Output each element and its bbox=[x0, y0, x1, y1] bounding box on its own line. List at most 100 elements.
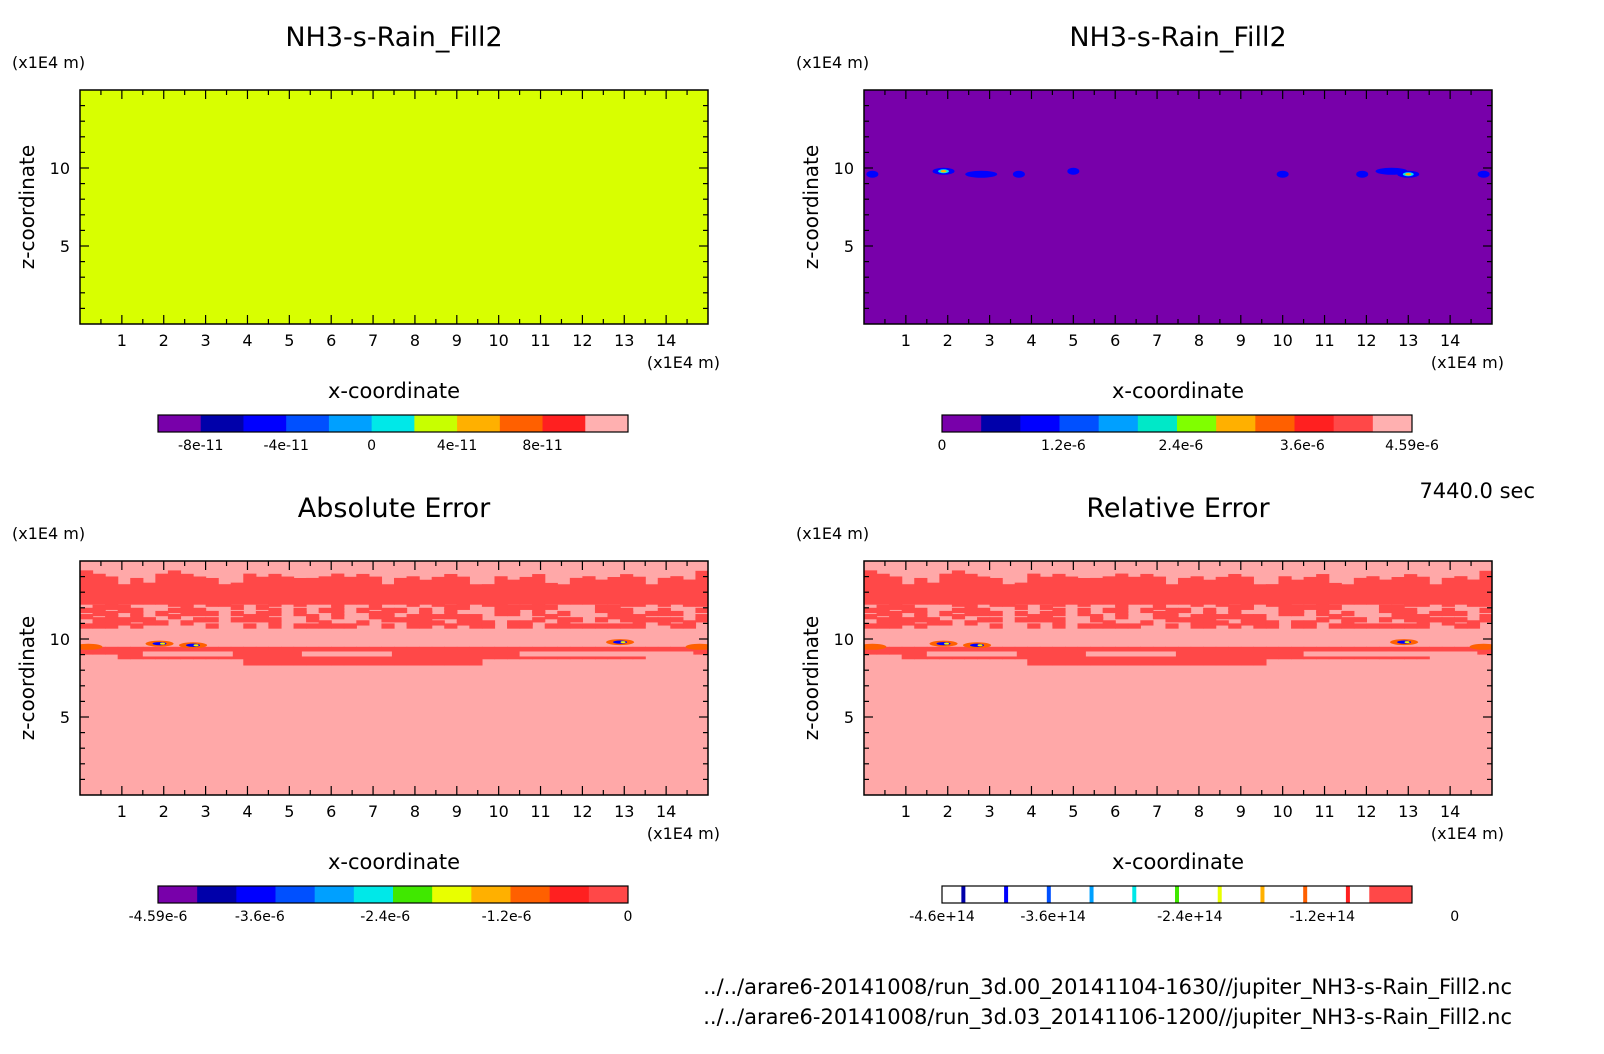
error-cell bbox=[557, 584, 571, 605]
band-gap bbox=[603, 651, 694, 657]
error-cell bbox=[1316, 574, 1330, 605]
error-spot-peak bbox=[944, 642, 950, 645]
error-cell bbox=[951, 570, 966, 605]
error-cell bbox=[926, 582, 940, 605]
error-cell bbox=[1240, 601, 1254, 607]
error-cell bbox=[964, 610, 978, 617]
error-cell bbox=[507, 610, 521, 617]
x-tick-label: 6 bbox=[1110, 331, 1120, 350]
x-tick-label: 8 bbox=[410, 331, 420, 350]
colorbar-line bbox=[1175, 886, 1179, 903]
error-cell bbox=[1190, 576, 1204, 605]
x-unit-label: (x1E4 m) bbox=[647, 353, 720, 372]
error-cell bbox=[394, 617, 408, 623]
x-tick-label: 14 bbox=[1440, 331, 1460, 350]
error-cell bbox=[507, 579, 521, 605]
error-cell bbox=[105, 617, 119, 623]
error-cell bbox=[92, 573, 106, 605]
plot-area bbox=[864, 561, 1492, 795]
error-cell bbox=[1215, 576, 1229, 605]
error-cell bbox=[1378, 579, 1393, 605]
error-cell bbox=[1291, 607, 1305, 614]
error-cell bbox=[1341, 623, 1355, 629]
error-cell bbox=[142, 582, 156, 605]
z-tick-label: 10 bbox=[834, 159, 854, 178]
error-cell bbox=[1303, 620, 1317, 626]
error-cell bbox=[1441, 620, 1455, 626]
x-tick-label: 7 bbox=[1152, 802, 1162, 821]
error-cell bbox=[544, 614, 558, 620]
error-cell bbox=[230, 582, 244, 605]
error-cell bbox=[1454, 646, 1468, 655]
error-cell bbox=[682, 620, 697, 626]
error-cell bbox=[105, 601, 119, 607]
error-cell bbox=[431, 576, 445, 605]
error-cell bbox=[230, 617, 244, 623]
band-gap bbox=[301, 651, 392, 657]
error-cell bbox=[105, 604, 119, 610]
error-cell bbox=[469, 623, 483, 629]
error-cell bbox=[92, 610, 106, 617]
colorbar-tick-label: -8e-11 bbox=[178, 438, 223, 454]
error-cell bbox=[632, 614, 646, 620]
x-tick-label: 1 bbox=[901, 802, 911, 821]
error-cell bbox=[1115, 604, 1129, 610]
error-cell bbox=[243, 623, 257, 629]
error-cell bbox=[155, 573, 169, 605]
error-cell bbox=[889, 610, 903, 617]
error-cell bbox=[1140, 573, 1154, 605]
error-cell bbox=[657, 617, 671, 623]
colorbar-segment bbox=[942, 415, 982, 432]
error-cell bbox=[494, 601, 508, 607]
colorbar-segment bbox=[471, 886, 511, 903]
error-cell bbox=[1115, 610, 1129, 617]
x-tick-label: 6 bbox=[1110, 802, 1120, 821]
error-cell bbox=[670, 610, 684, 617]
colorbar-tick-label: 0 bbox=[624, 909, 633, 925]
x-tick-label: 12 bbox=[572, 331, 592, 350]
colorbar-segment bbox=[158, 415, 202, 432]
error-cell bbox=[481, 620, 496, 626]
error-cell bbox=[1479, 601, 1492, 607]
error-cell bbox=[1479, 614, 1492, 620]
error-cell bbox=[1378, 604, 1393, 610]
error-cell bbox=[193, 617, 207, 623]
error-cell bbox=[92, 646, 106, 655]
x-tick-label: 13 bbox=[1398, 802, 1418, 821]
error-cell bbox=[105, 576, 119, 605]
x-tick-label: 4 bbox=[242, 802, 252, 821]
error-cell bbox=[230, 610, 244, 617]
error-cell bbox=[607, 610, 621, 617]
error-cell bbox=[1391, 610, 1405, 617]
error-cell bbox=[331, 614, 345, 620]
error-cell bbox=[130, 607, 144, 614]
error-cell bbox=[620, 574, 634, 605]
x-unit-label: (x1E4 m) bbox=[1431, 824, 1504, 843]
error-cell bbox=[1429, 610, 1443, 617]
error-cell bbox=[607, 576, 621, 605]
error-cell bbox=[180, 607, 194, 614]
error-cell bbox=[1404, 601, 1418, 607]
error-cell bbox=[356, 573, 370, 605]
error-cell bbox=[1278, 601, 1292, 607]
error-cell bbox=[1002, 584, 1016, 605]
error-cell bbox=[695, 617, 708, 623]
error-cell bbox=[1102, 576, 1116, 605]
error-cell bbox=[1228, 573, 1242, 605]
error-cell bbox=[1228, 607, 1242, 614]
error-cell bbox=[1454, 576, 1468, 605]
error-cell bbox=[130, 623, 144, 629]
error-cell bbox=[1416, 623, 1430, 629]
colorbar-segment bbox=[1059, 415, 1100, 432]
error-cell bbox=[1341, 617, 1355, 623]
error-cell bbox=[130, 610, 144, 617]
error-cell bbox=[406, 617, 420, 623]
error-cell bbox=[582, 576, 596, 605]
error-cell bbox=[1265, 620, 1280, 626]
panel-title: Relative Error bbox=[1086, 493, 1270, 524]
error-cell bbox=[914, 623, 928, 629]
colorbar-line bbox=[961, 886, 966, 903]
colorbar-line bbox=[1132, 886, 1137, 903]
colorbar-segment bbox=[588, 886, 629, 903]
